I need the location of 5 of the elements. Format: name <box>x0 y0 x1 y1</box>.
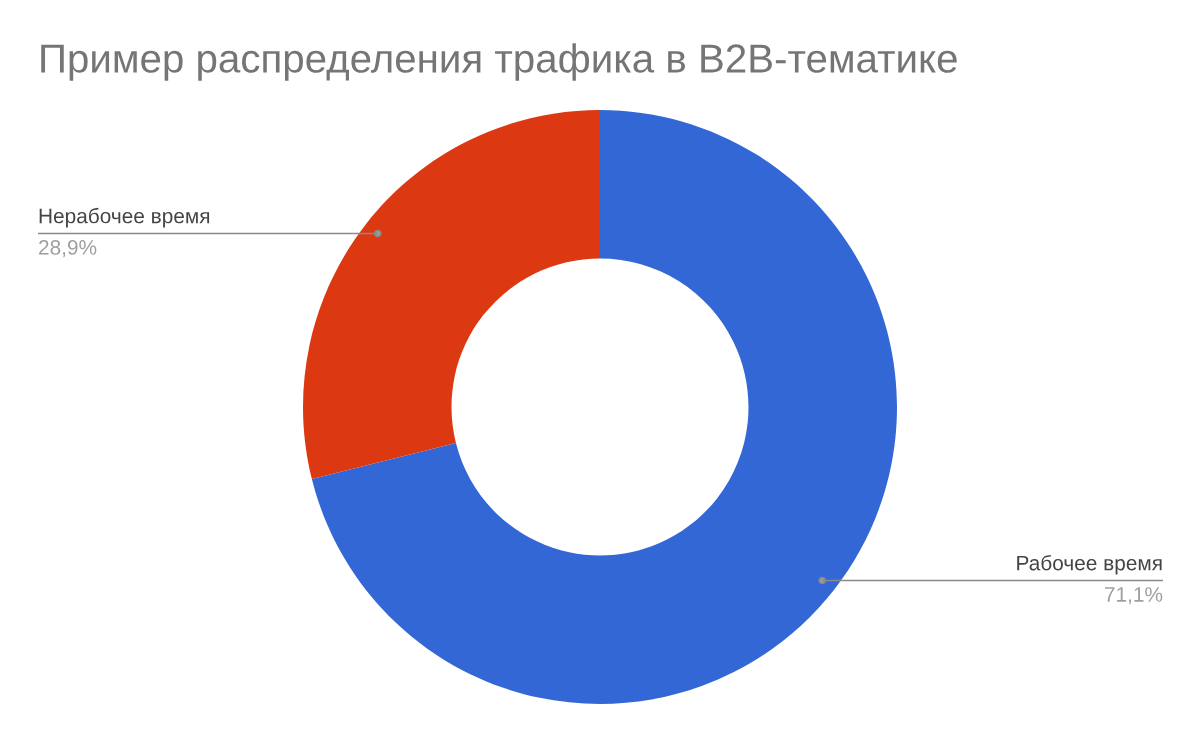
slice-label: Рабочее время <box>1017 554 1162 575</box>
data-label: 28,9% <box>39 240 97 258</box>
chart-title: Пример распределения трафика в B2B-тематике <box>41 43 957 81</box>
data-label: 71,1% <box>1105 587 1163 605</box>
slice-label: Нерабочее время <box>39 207 210 228</box>
